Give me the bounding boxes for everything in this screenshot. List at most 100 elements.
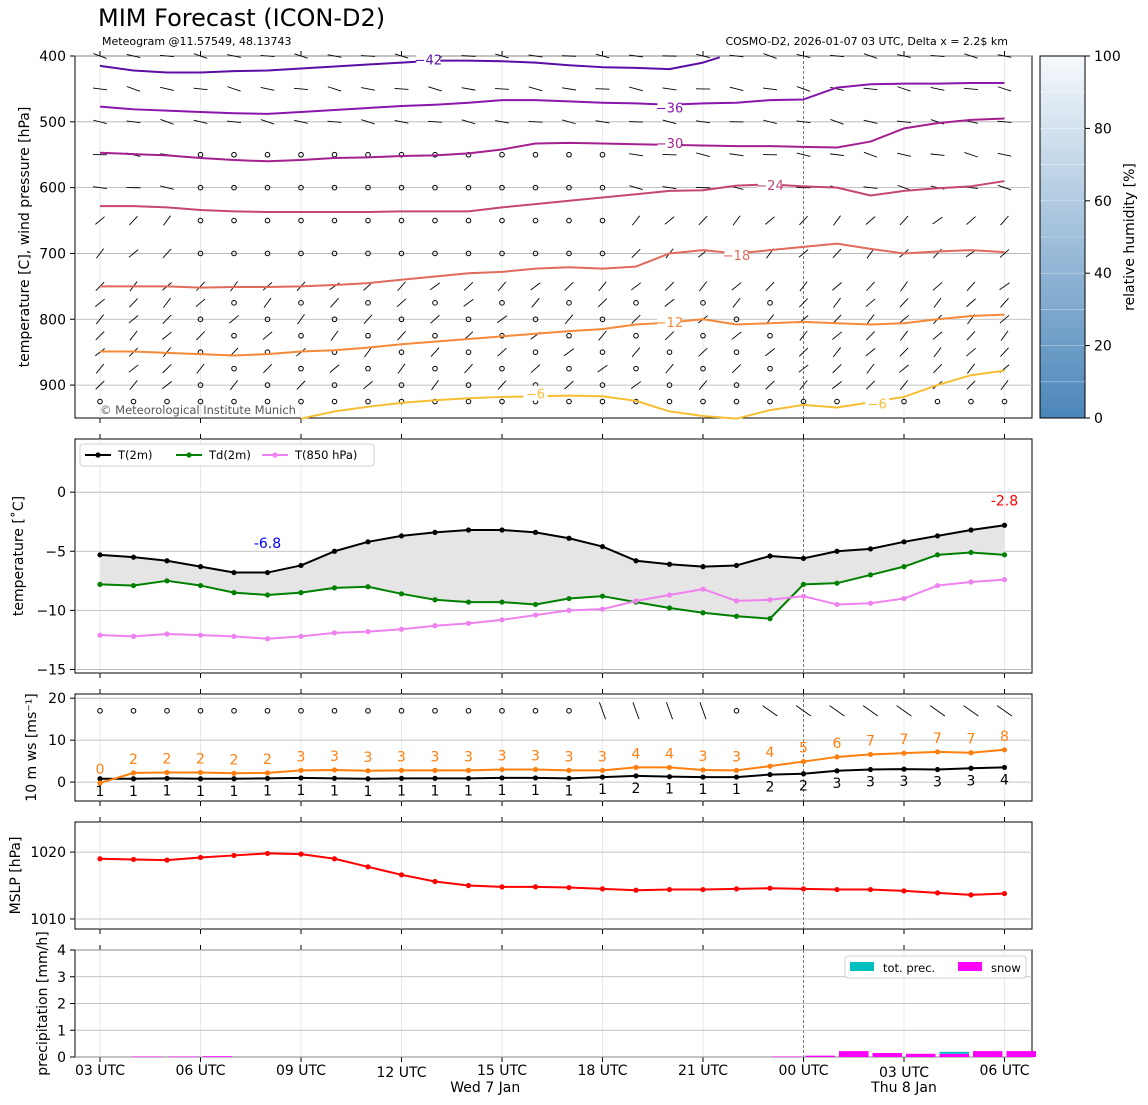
y-tick-label: 10	[48, 733, 66, 749]
y-tick-label: 0	[57, 775, 66, 791]
data-point	[130, 770, 137, 776]
calm-wind-marker	[197, 250, 204, 257]
wind-barb	[531, 297, 540, 308]
calm-wind-marker	[566, 250, 572, 257]
data-point	[465, 882, 472, 889]
wind-barb	[897, 54, 911, 58]
wind-barb	[664, 331, 675, 341]
wind-barb	[696, 53, 710, 59]
calm-wind-marker	[331, 250, 338, 257]
calm-wind-marker	[231, 365, 237, 372]
gust-data-label: 2	[196, 751, 205, 767]
data-point	[1001, 522, 1008, 528]
wind-barb	[999, 249, 1010, 258]
data-point	[197, 582, 204, 589]
wind-barb	[394, 53, 409, 59]
wind-barb	[866, 363, 875, 374]
wind-data-label: 1	[330, 783, 339, 799]
wind-data-label: 1	[230, 784, 239, 800]
wind-barb	[764, 348, 776, 357]
legend-marker	[186, 452, 192, 458]
calm-wind-marker	[633, 332, 639, 339]
data-point	[97, 632, 103, 638]
wind-barb	[562, 119, 576, 125]
calm-wind-marker	[532, 316, 539, 323]
calm-wind-marker	[599, 250, 606, 257]
wind-barb	[631, 215, 641, 226]
wind-barb	[966, 331, 976, 341]
wind-barb	[93, 186, 107, 190]
wind-barb	[162, 314, 172, 324]
snow-bar	[973, 1051, 1003, 1057]
wind-data-label: 1	[565, 783, 574, 799]
calm-wind-marker	[231, 300, 237, 306]
data-point	[867, 546, 874, 552]
isotherm-label-bg	[657, 134, 682, 150]
wind-barb	[92, 87, 108, 91]
data-point	[432, 767, 438, 773]
data-point	[264, 636, 271, 642]
snow-bar	[202, 1056, 232, 1057]
series-line-Td(2m)	[99, 551, 1005, 620]
data-point	[934, 749, 941, 755]
data-point	[398, 533, 405, 539]
wind-barb	[729, 54, 744, 58]
wind-barb	[598, 281, 607, 292]
calm-wind-marker	[164, 398, 170, 405]
wind-barb	[631, 248, 641, 259]
gust-data-label: 3	[330, 749, 339, 765]
day-label: Wed 7 Jan	[450, 1080, 520, 1096]
gust-data-label: 5	[799, 741, 808, 757]
data-point	[666, 561, 673, 567]
isotherm-label-bg	[523, 385, 548, 401]
calm-wind-marker	[298, 365, 304, 372]
calm-wind-marker	[231, 250, 237, 257]
wind-barb	[997, 120, 1012, 123]
wind-barb	[830, 86, 844, 91]
wind-barb	[699, 702, 707, 720]
meteogram-location: Meteogram @11.57549, 48.13743	[102, 35, 292, 48]
wind-barb	[497, 380, 507, 390]
wind-barb	[765, 216, 775, 225]
legend-box	[844, 955, 1027, 979]
data-point	[566, 767, 572, 773]
wind-barb	[899, 380, 909, 391]
wind-barb	[528, 54, 543, 58]
data-point	[432, 623, 438, 629]
wind-barb	[900, 330, 908, 341]
data-point	[231, 852, 237, 859]
wind-barb	[967, 363, 975, 374]
data-point	[298, 590, 304, 596]
wind-barb	[494, 88, 510, 90]
wind-barb	[999, 282, 1010, 291]
wind-barb	[128, 249, 139, 258]
data-point	[97, 581, 103, 587]
y-axis-label: MSLP [hPa]	[8, 837, 24, 915]
calm-wind-marker	[331, 398, 338, 405]
calm-wind-marker	[465, 316, 472, 323]
panel-frame	[74, 693, 1033, 802]
wind-barb	[263, 297, 272, 308]
legend-marker	[95, 452, 101, 458]
wind-barb	[732, 215, 741, 226]
wind-barb	[129, 380, 138, 391]
wind-barb	[394, 87, 409, 90]
legend-label: tot. prec.	[883, 961, 935, 975]
snow-bar	[169, 1056, 199, 1057]
data-point	[934, 533, 941, 539]
wind-barb	[731, 282, 742, 291]
data-point	[532, 529, 539, 535]
series-line-T(2m)	[99, 524, 1005, 574]
colorbar-tick-label: 80	[1094, 121, 1112, 137]
wind-barb	[632, 702, 640, 720]
wind-barb	[829, 54, 845, 58]
gust-data-label: 4	[632, 746, 641, 762]
time-tick-label: 06 UTC	[979, 1063, 1029, 1079]
wind-data-label: 1	[531, 783, 540, 799]
wind-data-label: 1	[397, 783, 406, 799]
time-tick-label: 06 UTC	[175, 1063, 225, 1079]
wind-data-label: 1	[263, 783, 272, 799]
data-point	[465, 775, 472, 781]
calm-wind-marker	[700, 398, 706, 405]
panel-wind-10m: 0 10 20 10 m ws [ms⁻¹] 0 1 2 1 2 1 2 1 2 1 2 1 3 1 3 1 3 1 3 1 3…	[24, 689, 1033, 806]
